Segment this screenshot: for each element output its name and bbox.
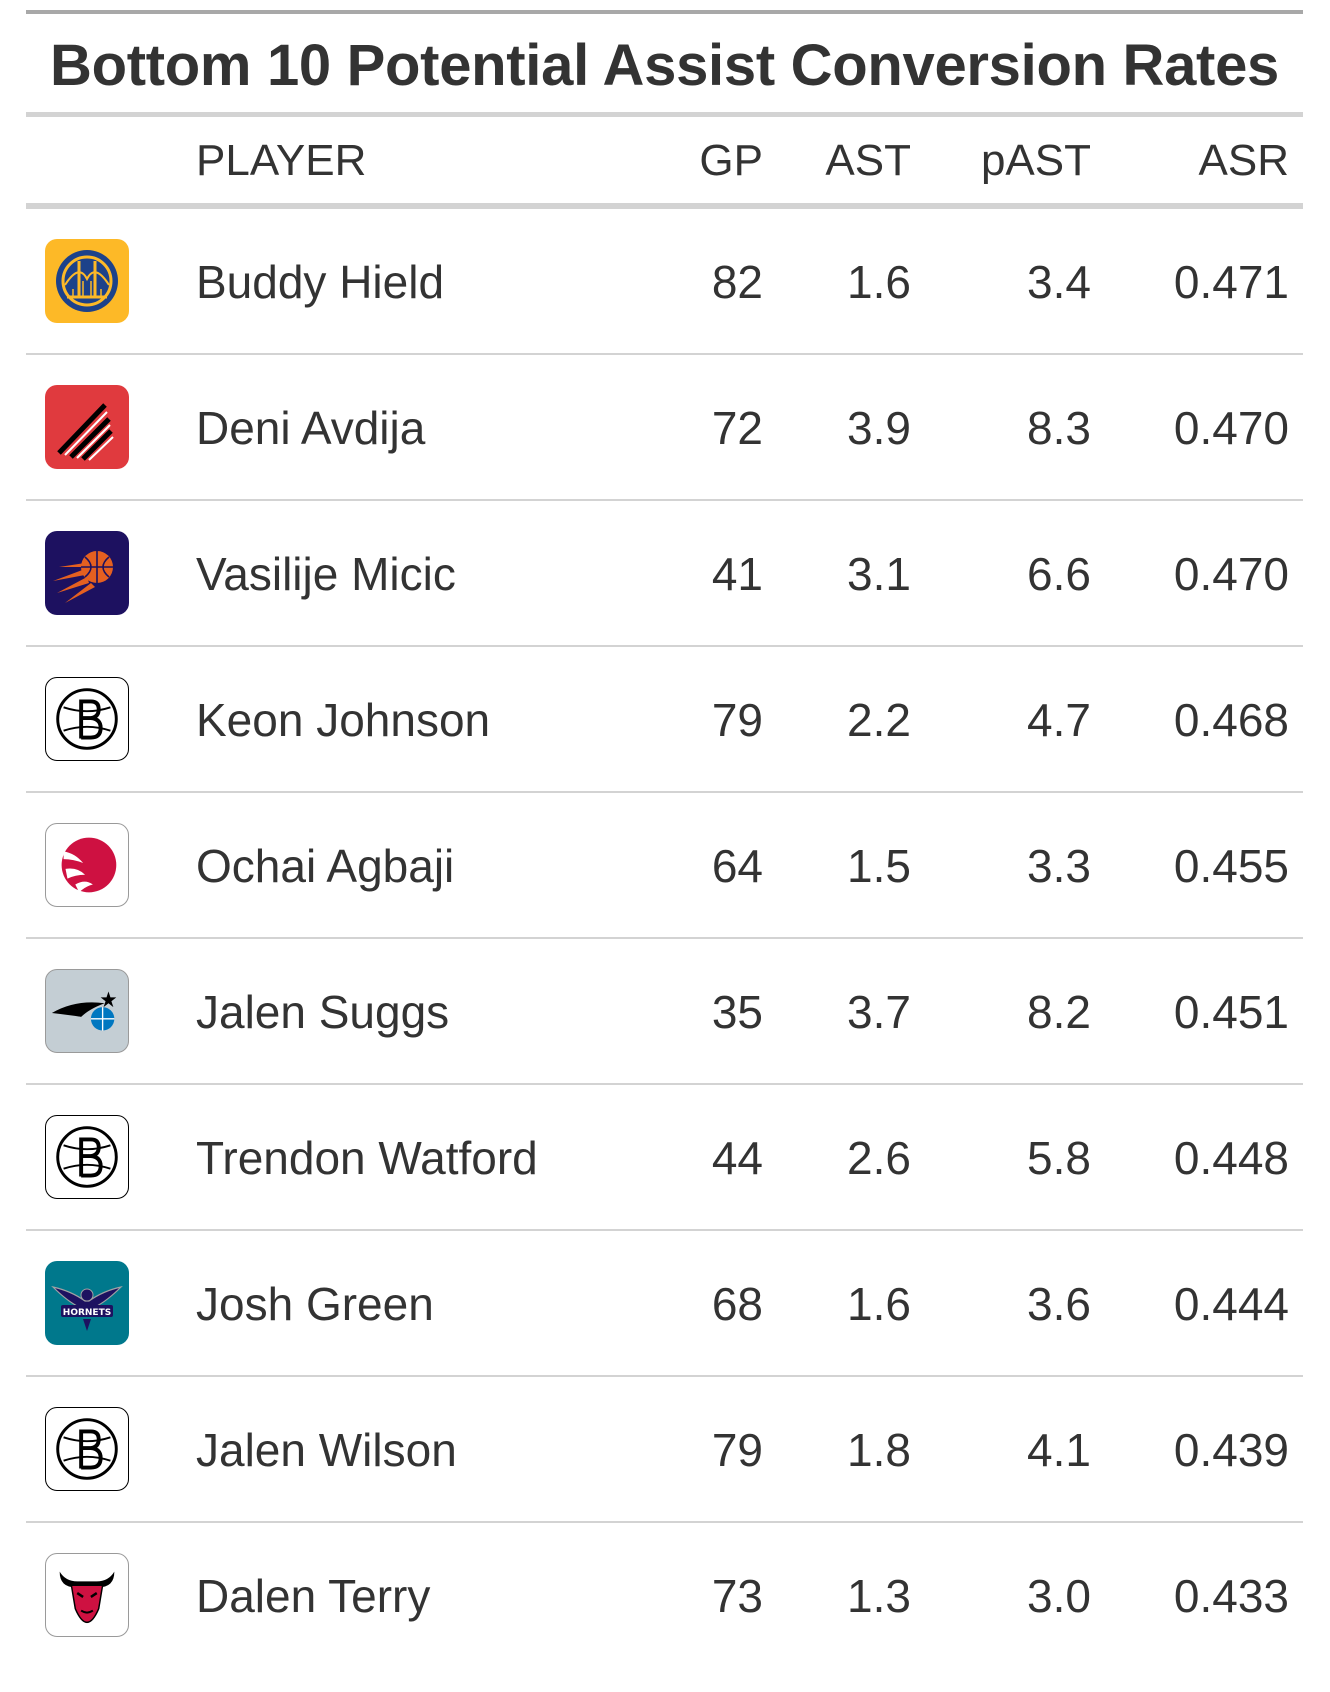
ast-value: 1.8 [847, 1424, 911, 1476]
column-header-gp: GP [699, 136, 763, 185]
stats-table: Bottom 10 Potential Assist Conversion Ra… [26, 10, 1303, 1669]
ast-value: 2.2 [847, 694, 911, 746]
past-value: 8.3 [1027, 402, 1091, 454]
asr-value: 0.471 [1173, 256, 1289, 308]
table-row: Vasilije Micic 41 3.1 6.6 0.470 [26, 501, 1303, 647]
column-header-player: PLAYER [196, 136, 367, 185]
column-header-row: PLAYER GP AST pAST ASR [26, 117, 1303, 203]
player-name: Josh Green [196, 1278, 434, 1330]
ast-value: 1.5 [847, 840, 911, 892]
gp-value: 73 [711, 1570, 763, 1622]
ast-value: 3.9 [847, 402, 911, 454]
table-row: Ochai Agbaji 64 1.5 3.3 0.455 [26, 793, 1303, 939]
asr-value: 0.468 [1173, 694, 1289, 746]
nets-logo-icon [45, 1115, 129, 1199]
table-row: Buddy Hield 82 1.6 3.4 0.471 [26, 209, 1303, 355]
ast-value: 1.6 [847, 1278, 911, 1330]
past-value: 3.6 [1027, 1278, 1091, 1330]
gp-value: 79 [711, 694, 763, 746]
column-header-ast: AST [825, 136, 911, 185]
past-value: 8.2 [1027, 986, 1091, 1038]
warriors-logo-icon [45, 239, 129, 323]
player-name: Jalen Suggs [196, 986, 450, 1038]
ast-value: 3.1 [847, 548, 911, 600]
gp-value: 72 [711, 402, 763, 454]
nets-logo-icon [45, 1407, 129, 1491]
asr-value: 0.444 [1173, 1278, 1289, 1330]
player-name: Buddy Hield [196, 256, 445, 308]
header-rule [26, 203, 1303, 209]
asr-value: 0.455 [1173, 840, 1289, 892]
gp-value: 64 [711, 840, 763, 892]
asr-value: 0.451 [1173, 986, 1289, 1038]
title-rule [26, 112, 1303, 117]
gp-value: 35 [711, 986, 763, 1038]
nets-logo-icon [45, 677, 129, 761]
svg-text:HORNETS: HORNETS [63, 1308, 111, 1318]
gp-value: 82 [711, 256, 763, 308]
ast-value: 1.3 [847, 1570, 911, 1622]
table-row: Trendon Watford 44 2.6 5.8 0.448 [26, 1085, 1303, 1231]
column-header-past: pAST [980, 136, 1091, 185]
asr-value: 0.448 [1173, 1132, 1289, 1184]
magic-logo-icon [45, 969, 129, 1053]
past-value: 6.6 [1027, 548, 1091, 600]
ast-value: 2.6 [847, 1132, 911, 1184]
table-title: Bottom 10 Potential Assist Conversion Ra… [49, 33, 1279, 98]
table-row: Keon Johnson 79 2.2 4.7 0.468 [26, 647, 1303, 793]
asr-value: 0.470 [1173, 548, 1289, 600]
bulls-logo-icon [45, 1553, 129, 1637]
table-row: Deni Avdija 72 3.9 8.3 0.470 [26, 355, 1303, 501]
past-value: 5.8 [1027, 1132, 1091, 1184]
player-name: Trendon Watford [196, 1132, 538, 1184]
past-value: 3.0 [1027, 1570, 1091, 1622]
asr-value: 0.433 [1173, 1570, 1289, 1622]
table-row: Jalen Suggs 35 3.7 8.2 0.451 [26, 939, 1303, 1085]
suns-logo-icon [45, 531, 129, 615]
past-value: 4.1 [1027, 1424, 1091, 1476]
player-name: Deni Avdija [196, 402, 426, 454]
gp-value: 68 [711, 1278, 763, 1330]
player-name: Ochai Agbaji [196, 840, 455, 892]
asr-value: 0.439 [1173, 1424, 1289, 1476]
asr-value: 0.470 [1173, 402, 1289, 454]
player-name: Dalen Terry [196, 1570, 431, 1622]
ast-value: 1.6 [847, 256, 911, 308]
raptors-logo-icon [45, 823, 129, 907]
top-rule [26, 10, 1303, 14]
gp-value: 44 [711, 1132, 763, 1184]
table-row: Dalen Terry 73 1.3 3.0 0.433 [26, 1523, 1303, 1669]
table-row: HORNETS Josh Green 68 1.6 3.6 0.444 [26, 1231, 1303, 1377]
ast-value: 3.7 [847, 986, 911, 1038]
gp-value: 41 [711, 548, 763, 600]
past-value: 3.4 [1027, 256, 1091, 308]
player-name: Keon Johnson [196, 694, 491, 746]
player-name: Jalen Wilson [196, 1424, 457, 1476]
hornets-logo-icon: HORNETS [45, 1261, 129, 1345]
player-name: Vasilije Micic [196, 548, 456, 600]
past-value: 4.7 [1027, 694, 1091, 746]
trail-blazers-logo-icon [45, 385, 129, 469]
column-header-asr: ASR [1198, 136, 1289, 185]
gp-value: 79 [711, 1424, 763, 1476]
table-row: Jalen Wilson 79 1.8 4.1 0.439 [26, 1377, 1303, 1523]
table-body: Buddy Hield 82 1.6 3.4 0.471 [26, 209, 1303, 1669]
past-value: 3.3 [1027, 840, 1091, 892]
